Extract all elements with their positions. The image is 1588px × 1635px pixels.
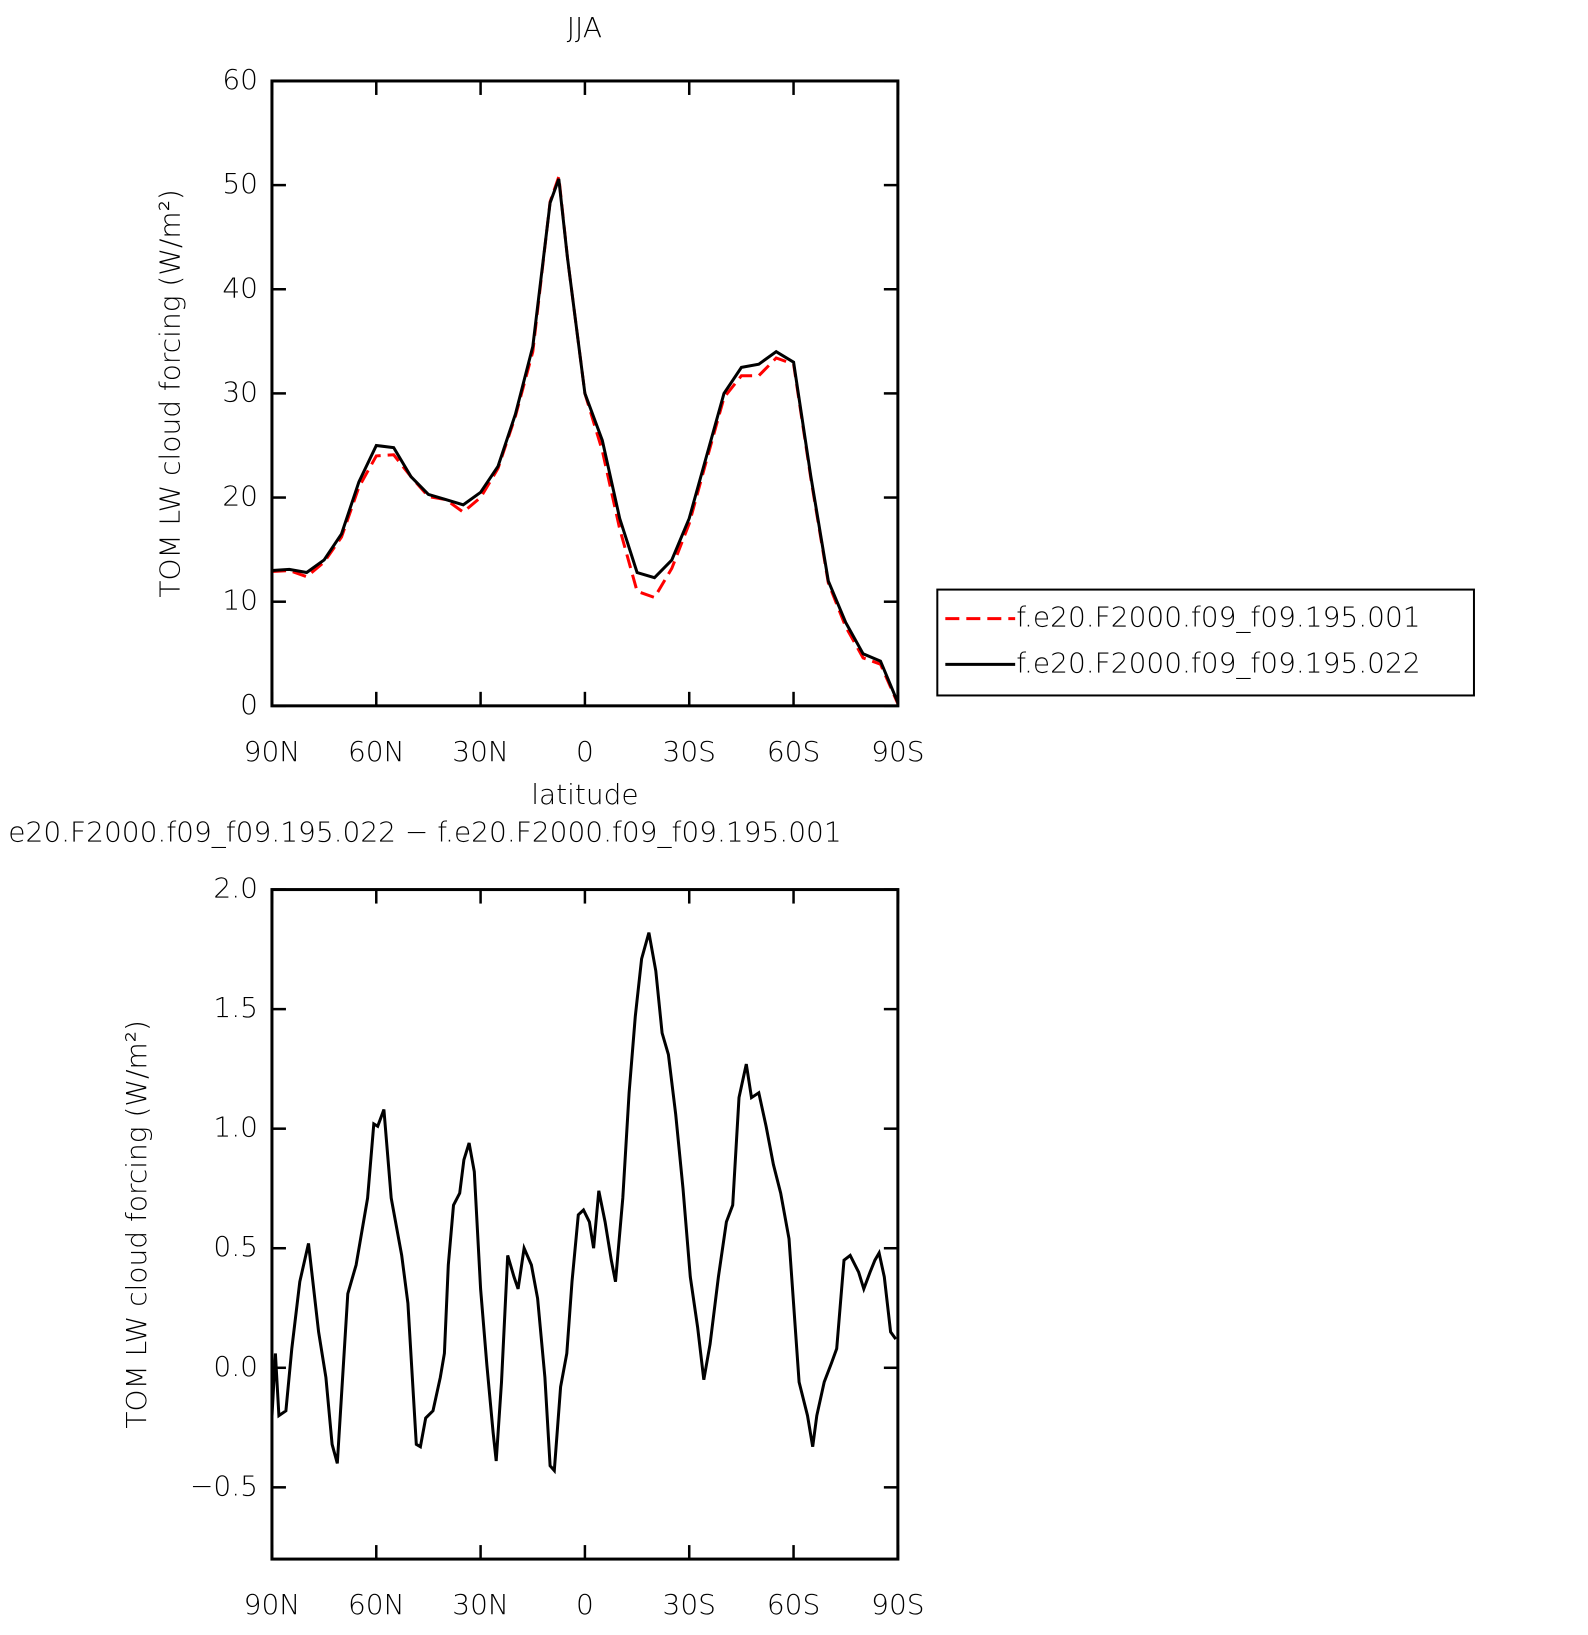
x-tick-label: 30S — [663, 1588, 716, 1621]
x-axis-label: latitude — [531, 1631, 638, 1635]
y-tick-label: 1.5 — [213, 991, 258, 1024]
y-tick-label: 60 — [222, 63, 258, 96]
x-tick-label: 60S — [767, 735, 820, 768]
y-tick-label: 0.0 — [213, 1350, 258, 1383]
y-tick-label: 30 — [222, 375, 258, 408]
x-tick-label: 0 — [576, 735, 594, 768]
y-tick-label: 20 — [222, 480, 258, 513]
chart-title: e20.F2000.f09_f09.195.022 − f.e20.F2000.… — [8, 816, 841, 850]
series-line — [271, 176, 900, 705]
x-tick-label: 60N — [348, 735, 405, 768]
x-tick-label: 30N — [452, 735, 509, 768]
plot-frame — [270, 888, 900, 1561]
x-tick-label: 90S — [871, 735, 924, 768]
x-tick-label: 60N — [348, 1588, 405, 1621]
x-tick-label: 90N — [244, 735, 301, 768]
x-tick-label: 90N — [244, 1588, 301, 1621]
series-line — [271, 178, 900, 704]
series-line — [270, 932, 898, 1475]
y-tick-label: 10 — [222, 584, 258, 617]
y-tick-label: 0.5 — [213, 1230, 258, 1263]
x-tick-label: 30N — [452, 1588, 509, 1621]
y-tick-label: 1.0 — [213, 1111, 258, 1144]
y-tick-label: −0.5 — [190, 1469, 258, 1502]
legend-box — [936, 588, 1475, 697]
y-axis-label: TOM LW cloud forcing (W/m²) — [153, 189, 186, 598]
y-tick-label: 50 — [222, 167, 258, 200]
x-tick-label: 90S — [871, 1588, 924, 1621]
y-tick-label: 0 — [240, 688, 258, 721]
x-tick-label: 60S — [767, 1588, 820, 1621]
x-tick-label: 30S — [663, 735, 716, 768]
legend-label: f.e20.F2000.f09_f09.195.001 — [1016, 601, 1420, 635]
chart-title: JJA — [567, 11, 602, 44]
y-axis-label: TOM LW cloud forcing (W/m²) — [120, 1020, 153, 1429]
x-axis-label: latitude — [531, 778, 638, 811]
y-tick-label: 40 — [222, 271, 258, 304]
legend-label: f.e20.F2000.f09_f09.195.022 — [1016, 646, 1420, 680]
y-tick-label: 2.0 — [213, 872, 258, 905]
x-tick-label: 0 — [576, 1588, 594, 1621]
plot-frame — [270, 79, 900, 708]
